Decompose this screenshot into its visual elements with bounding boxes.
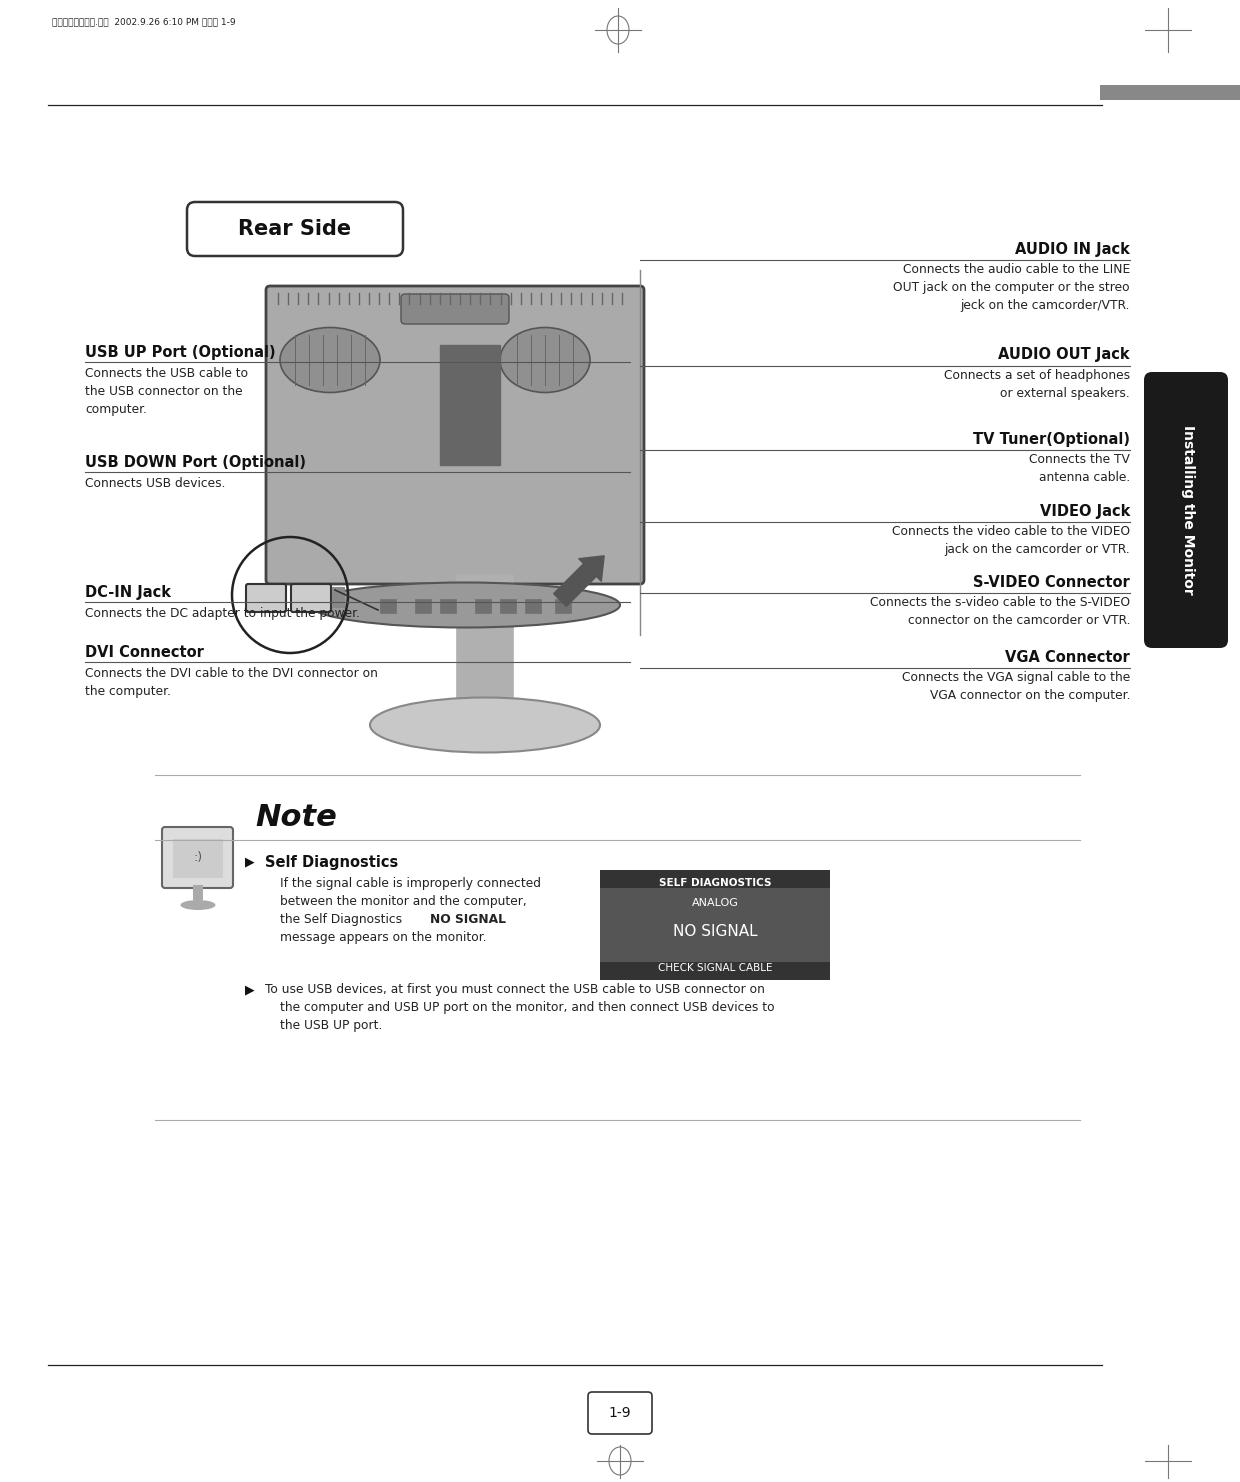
Text: message appears on the monitor.: message appears on the monitor. [280, 931, 486, 944]
Bar [500, 599, 516, 614]
Text: AUDIO OUT Jack: AUDIO OUT Jack [998, 347, 1130, 362]
FancyBboxPatch shape [401, 293, 508, 325]
Text: If the signal cable is improperly connected: If the signal cable is improperly connec… [280, 877, 541, 891]
Text: Installing the Monitor: Installing the Monitor [1180, 425, 1195, 594]
Text: the computer and USB UP port on the monitor, and then connect USB devices to: the computer and USB UP port on the moni… [280, 1000, 775, 1014]
FancyBboxPatch shape [588, 1392, 652, 1435]
Text: Rear Side: Rear Side [238, 219, 352, 239]
Bar [193, 885, 203, 900]
Bar [379, 599, 396, 614]
Bar [475, 599, 491, 614]
Text: Connects the audio cable to the LINE
OUT jack on the computer or the streo
jeck : Connects the audio cable to the LINE OUT… [893, 262, 1130, 313]
Text: 모니터사용설명서.영문  2002.9.26 6:10 PM 페이지 1-9: 모니터사용설명서.영문 2002.9.26 6:10 PM 페이지 1-9 [52, 18, 236, 27]
Text: the Self Diagnostics: the Self Diagnostics [280, 913, 405, 926]
Ellipse shape [310, 582, 620, 627]
Text: USB UP Port (Optional): USB UP Port (Optional) [86, 345, 275, 360]
Bar [556, 599, 570, 614]
Ellipse shape [370, 698, 600, 753]
Text: S-VIDEO Connector: S-VIDEO Connector [973, 575, 1130, 590]
FancyBboxPatch shape [246, 584, 286, 612]
Text: ANALOG: ANALOG [692, 898, 739, 908]
Text: Self Diagnostics: Self Diagnostics [265, 855, 398, 870]
Bar [332, 587, 343, 608]
Text: DVI Connector: DVI Connector [86, 645, 203, 659]
Text: SELF DIAGNOSTICS: SELF DIAGNOSTICS [658, 877, 771, 888]
Text: NO SIGNAL: NO SIGNAL [672, 923, 758, 940]
FancyBboxPatch shape [267, 286, 644, 584]
Text: Connects a set of headphones
or external speakers.: Connects a set of headphones or external… [944, 369, 1130, 400]
Bar [440, 599, 456, 614]
Text: To use USB devices, at first you must connect the USB cable to USB connector on: To use USB devices, at first you must co… [265, 983, 765, 996]
Bar [600, 962, 830, 980]
Text: NO SIGNAL: NO SIGNAL [430, 913, 506, 926]
FancyBboxPatch shape [1145, 372, 1228, 648]
Text: Connects the TV
antenna cable.: Connects the TV antenna cable. [1029, 453, 1130, 485]
FancyBboxPatch shape [291, 584, 331, 612]
Text: Connects the DVI cable to the DVI connector on
the computer.: Connects the DVI cable to the DVI connec… [86, 667, 378, 698]
Text: CHECK SIGNAL CABLE: CHECK SIGNAL CABLE [657, 963, 773, 974]
Text: TV Tuner(Optional): TV Tuner(Optional) [973, 431, 1130, 448]
Bar [600, 870, 830, 888]
Text: Connects USB devices.: Connects USB devices. [86, 477, 226, 491]
Ellipse shape [181, 900, 216, 910]
Text: ▶: ▶ [246, 855, 254, 868]
Text: the USB UP port.: the USB UP port. [280, 1020, 382, 1031]
FancyBboxPatch shape [187, 202, 403, 256]
Text: 1-9: 1-9 [609, 1406, 631, 1420]
Ellipse shape [280, 328, 379, 393]
Text: :): :) [193, 852, 202, 864]
Text: DC-IN Jack: DC-IN Jack [86, 585, 171, 600]
Text: Connects the DC adapter to input the power.: Connects the DC adapter to input the pow… [86, 608, 360, 619]
FancyArrow shape [553, 556, 604, 606]
Bar [415, 599, 432, 614]
Text: VGA Connector: VGA Connector [1006, 651, 1130, 665]
FancyBboxPatch shape [162, 827, 233, 888]
Ellipse shape [500, 328, 590, 393]
Text: Connects the s-video cable to the S-VIDEO
connector on the camcorder or VTR.: Connects the s-video cable to the S-VIDE… [870, 596, 1130, 627]
Bar [1100, 84, 1240, 99]
Text: Connects the video cable to the VIDEO
jack on the camcorder or VTR.: Connects the video cable to the VIDEO ja… [892, 525, 1130, 556]
Bar [600, 870, 830, 980]
Bar [440, 345, 500, 465]
Text: USB DOWN Port (Optional): USB DOWN Port (Optional) [86, 455, 306, 470]
Text: Note: Note [255, 802, 337, 831]
Bar [458, 575, 513, 725]
Bar [174, 839, 222, 877]
Text: AUDIO IN Jack: AUDIO IN Jack [1016, 242, 1130, 256]
Text: Connects the VGA signal cable to the
VGA connector on the computer.: Connects the VGA signal cable to the VGA… [901, 671, 1130, 702]
Text: ▶: ▶ [246, 983, 254, 996]
Bar [525, 599, 541, 614]
Text: between the monitor and the computer,: between the monitor and the computer, [280, 895, 527, 908]
Text: Connects the USB cable to
the USB connector on the
computer.: Connects the USB cable to the USB connec… [86, 368, 248, 416]
Text: VIDEO Jack: VIDEO Jack [1039, 504, 1130, 519]
